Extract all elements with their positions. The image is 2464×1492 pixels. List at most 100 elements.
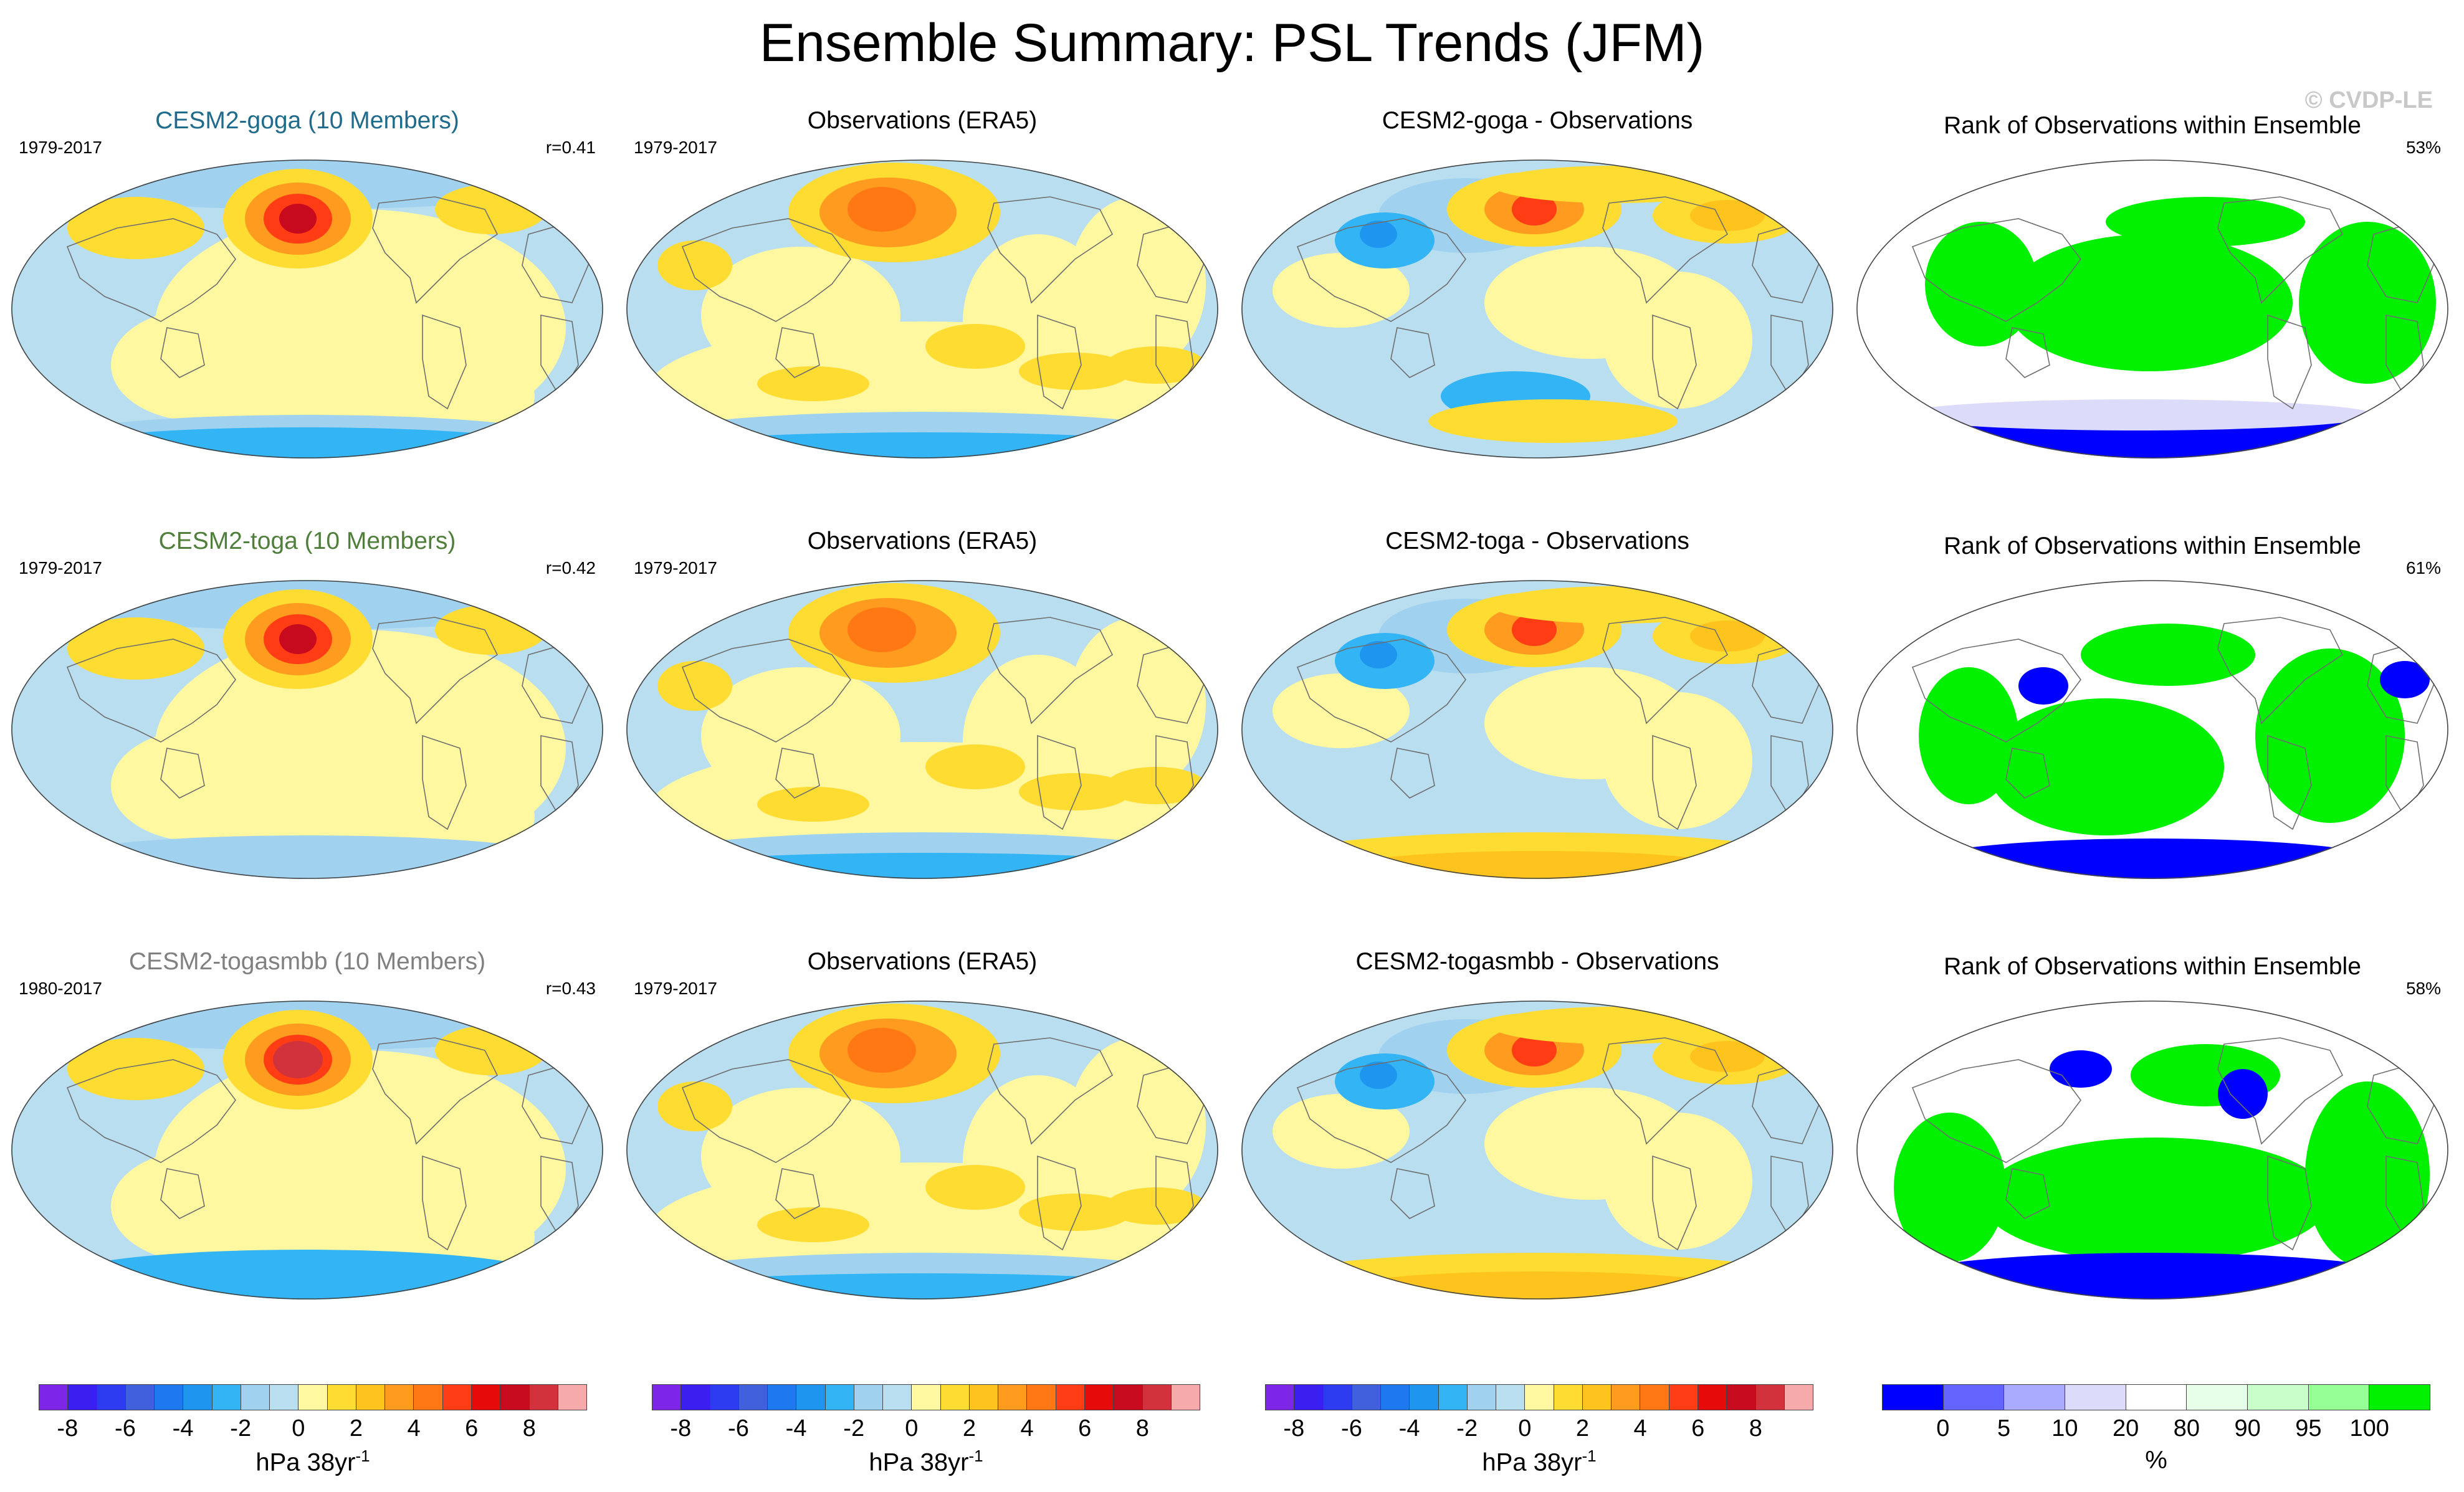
colorbar-swatch [853, 1384, 883, 1410]
colorbar-tick-label: -2 [1456, 1415, 1478, 1442]
panel-r2-c3: CESM2-toga - Observations [1235, 526, 1840, 956]
colorbar-4: 0 5 10 20 80 90 95 100% [1882, 1384, 2443, 1487]
colorbar-tick-label: -6 [1341, 1415, 1362, 1442]
colorbar-tick-label: 2 [1575, 1415, 1590, 1442]
period-label: 1980-2017 [19, 979, 102, 998]
panel-title: CESM2-toga - Observations [1385, 528, 1689, 554]
map-panel-6 [626, 580, 1218, 879]
panel-r3-c4: Rank of Observations within Ensemble 58% [1850, 947, 2455, 1377]
map-border [626, 580, 1218, 879]
figure-title: Ensemble Summary: PSL Trends (JFM) [759, 13, 1705, 73]
colorbar-swatch [1882, 1384, 1943, 1410]
colorbar-swatch [269, 1384, 298, 1410]
colorbar-swatch [1294, 1384, 1323, 1410]
map-border [1241, 1000, 1833, 1300]
colorbar-swatch [2125, 1384, 2187, 1410]
colorbar-tick-label: 4 [1020, 1415, 1034, 1442]
map-panel-5 [11, 580, 603, 879]
colorbar-swatch [211, 1384, 241, 1410]
colorbar-swatch [413, 1384, 442, 1410]
map-panel-9 [11, 1000, 603, 1300]
colorbar-units: hPa 38yr-1 [1482, 1447, 1597, 1476]
colorbar-tick-label: 20 [2112, 1415, 2139, 1442]
map-panel-8 [1856, 580, 2448, 879]
panel-r2-c1: CESM2-toga (10 Members) 1979-2017 r=0.42 [5, 526, 609, 956]
colorbar-swatch [96, 1384, 125, 1410]
colorbar-tick-label: 90 [2234, 1415, 2261, 1442]
colorbar-swatch [2065, 1384, 2126, 1410]
period-label: 1979-2017 [634, 979, 717, 998]
colorbar-1: -8 -6 -4 -2 0 2 4 6 8 hPa 38yr-1 [39, 1384, 599, 1487]
colorbar-swatch [1524, 1384, 1554, 1410]
colorbar-swatch [2308, 1384, 2369, 1410]
colorbar-tick-label: 0 [292, 1415, 305, 1442]
panel-r1-c3: CESM2-goga - Observations [1235, 106, 1840, 536]
colorbar-tick-label: 4 [407, 1415, 421, 1442]
colorbar-swatch [1084, 1384, 1114, 1410]
colorbar-swatch [652, 1384, 681, 1410]
colorbar-tick-label: -8 [57, 1415, 79, 1442]
panel-r1-c1: CESM2-goga (10 Members) 1979-2017 r=0.41 [5, 106, 609, 536]
colorbar-swatch [1582, 1384, 1612, 1410]
colorbar-tick-label: 2 [962, 1415, 977, 1442]
colorbar-tick-label: 8 [522, 1415, 536, 1442]
colorbar-swatch [767, 1384, 796, 1410]
colorbar-swatch [500, 1384, 529, 1410]
colorbar-2: -8 -6 -4 -2 0 2 4 6 8 hPa 38yr-1 [652, 1384, 1213, 1487]
panel-title: Observations (ERA5) [807, 107, 1038, 134]
map-border [626, 1000, 1218, 1300]
map-panel-4 [1856, 159, 2448, 459]
colorbar-units: hPa 38yr-1 [255, 1447, 370, 1476]
colorbar-swatch [1351, 1384, 1381, 1410]
colorbar-swatch [738, 1384, 768, 1410]
panel-r3-c2: Observations (ERA5) 1979-2017 [620, 947, 1225, 1377]
correlation-label: r=0.41 [545, 138, 596, 157]
map-border [1856, 1000, 2448, 1300]
colorbar-tick-label: -2 [843, 1415, 865, 1442]
colorbar-swatch [1496, 1384, 1525, 1410]
colorbar-swatch [39, 1384, 68, 1410]
colorbar-tick-label: 0 [1936, 1415, 1950, 1442]
colorbar-swatch [911, 1384, 940, 1410]
colorbar-swatch [1611, 1384, 1640, 1410]
colorbar-swatch [327, 1384, 356, 1410]
period-label: 1979-2017 [634, 138, 717, 157]
panel-title: Rank of Observations within Ensemble [1944, 533, 2361, 559]
colorbar-swatch [998, 1384, 1027, 1410]
colorbar-swatch [355, 1384, 385, 1410]
panel-title: Observations (ERA5) [807, 528, 1038, 554]
colorbar-swatch [1726, 1384, 1755, 1410]
panel-title: Rank of Observations within Ensemble [1944, 953, 2361, 980]
colorbar-tick-label: 8 [1749, 1415, 1762, 1442]
panel-title: CESM2-goga (10 Members) [155, 107, 459, 134]
colorbar-swatch [1322, 1384, 1352, 1410]
panel-title: Rank of Observations within Ensemble [1944, 112, 2361, 139]
panel-r3-c1: CESM2-togasmbb (10 Members) 1980-2017 r=0.… [5, 947, 609, 1377]
colorbar-swatch [2247, 1384, 2308, 1410]
colorbar-swatch [2003, 1384, 2065, 1410]
colorbar-swatch [298, 1384, 327, 1410]
panel-r3-c3: CESM2-togasmbb - Observations [1235, 947, 1840, 1377]
colorbar-tick-label: 2 [349, 1415, 363, 1442]
colorbar-swatch [1942, 1384, 2004, 1410]
colorbar-swatch [125, 1384, 155, 1410]
colorbar-swatch [1466, 1384, 1496, 1410]
colorbar-swatch [968, 1384, 998, 1410]
colorbar-tick-label: -6 [115, 1415, 136, 1442]
colorbar-swatch [1409, 1384, 1438, 1410]
colorbar-swatch [1026, 1384, 1056, 1410]
watermark: © CVDP-LE [2304, 87, 2433, 113]
colorbar-tick-label: 8 [1135, 1415, 1149, 1442]
panel-r2-c2: Observations (ERA5) 1979-2017 [620, 526, 1225, 956]
period-label: 1979-2017 [634, 558, 717, 577]
colorbar-3: -8 -6 -4 -2 0 2 4 6 8 hPa 38yr-1 [1265, 1384, 1826, 1487]
colorbar-tick-label: 100 [2349, 1415, 2389, 1442]
colorbar-swatch [1784, 1384, 1814, 1410]
panel-title: CESM2-togasmbb - Observations [1355, 948, 1719, 975]
colorbar-swatch [183, 1384, 212, 1410]
colorbar-tick-label: 80 [2173, 1415, 2200, 1442]
colorbar-swatch [1438, 1384, 1467, 1410]
colorbar-tick-label: 6 [465, 1415, 479, 1442]
map-panel-11 [1241, 1000, 1833, 1300]
colorbar-tick-label: 10 [2051, 1415, 2078, 1442]
